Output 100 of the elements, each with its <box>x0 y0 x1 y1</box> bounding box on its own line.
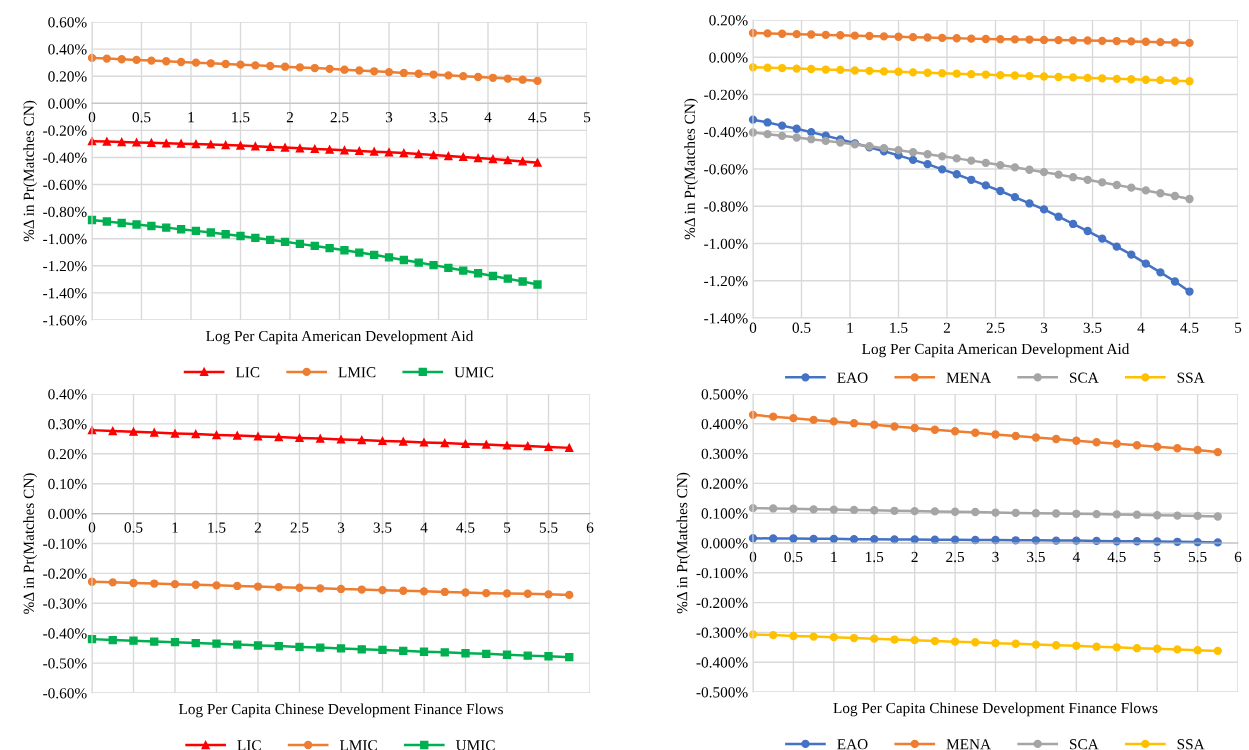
x-tick-label: 3 <box>337 522 345 533</box>
x-tick-label: 6 <box>1234 551 1242 563</box>
y-tick-label: -1.00% <box>704 238 748 250</box>
x-tick-label: 5.5 <box>539 522 558 533</box>
y-tick-label: 0.100% <box>701 508 748 519</box>
y-tick-label: -1.20% <box>43 260 87 272</box>
y-tick-label: 0.20% <box>48 71 87 82</box>
legend-label: LIC <box>237 740 261 750</box>
y-tick-label: -0.300% <box>696 627 748 638</box>
y-tick-label: -0.20% <box>704 89 748 101</box>
x-tick-label: 4.5 <box>1180 322 1199 333</box>
y-tick-label: -0.100% <box>696 567 748 579</box>
x-tick-label: 0.5 <box>124 522 143 533</box>
y-tick-label: -0.40% <box>43 152 87 163</box>
x-axis-title: Log Per Capita American Development Aid <box>206 330 474 345</box>
y-tick-label: 0.00% <box>48 98 87 109</box>
x-tick-label: 3 <box>992 551 999 563</box>
x-tick-label: 0 <box>749 322 757 333</box>
x-tick-label: 4 <box>1072 551 1080 562</box>
x-tick-label: 1 <box>188 112 194 123</box>
y-tick-label: -0.60% <box>704 164 748 175</box>
y-tick-label: -0.30% <box>43 598 87 609</box>
x-tick-label: 6 <box>586 522 594 533</box>
x-tick-label: 0 <box>88 112 96 123</box>
legend-label: MENA <box>946 372 991 383</box>
y-tick-label: 0.00% <box>709 52 748 63</box>
y-tick-label: 0.10% <box>48 478 87 490</box>
y-tick-label: 0.300% <box>701 448 748 460</box>
x-tick-label: 3.5 <box>429 112 448 123</box>
x-tick-label: 0.5 <box>784 551 803 563</box>
x-tick-label: 3 <box>385 112 393 123</box>
y-tick-label: 0.00% <box>48 508 87 520</box>
y-tick-label: -1.60% <box>43 315 87 326</box>
y-tick-label: -0.20% <box>43 568 87 579</box>
x-tick-label: 1.5 <box>890 322 908 333</box>
x-tick-label: 0.5 <box>792 322 811 333</box>
y-tick-label: 0.400% <box>701 418 748 430</box>
y-tick-label: -1.40% <box>43 288 87 299</box>
y-tick-label: -1.40% <box>704 313 748 324</box>
x-axis-title: Log Per Capita American Development Aid <box>862 343 1130 358</box>
x-tick-label: 4.5 <box>1107 551 1126 563</box>
x-tick-label: 5 <box>1154 551 1161 563</box>
y-tick-label: -0.60% <box>43 688 87 699</box>
y-tick-label: 0.40% <box>48 389 87 400</box>
y-tick-label: -0.80% <box>704 201 748 212</box>
x-tick-label: 2 <box>943 322 950 333</box>
y-tick-label: -0.40% <box>43 628 87 639</box>
x-tick-label: 2 <box>286 112 293 123</box>
x-tick-label: 0 <box>88 522 96 533</box>
x-tick-label: 1 <box>847 322 853 333</box>
x-tick-label: 1 <box>831 551 837 562</box>
legend-label: SSA <box>1177 372 1205 383</box>
legend-label: EAO <box>837 372 868 383</box>
x-tick-label: 2 <box>254 522 261 533</box>
y-tick-label: 0.30% <box>48 419 87 430</box>
legend-label: UMIC <box>455 740 495 750</box>
x-tick-label: 1.5 <box>866 551 884 563</box>
legend-label: LMIC <box>338 367 376 378</box>
legend-label: SSA <box>1177 739 1205 750</box>
x-tick-label: 4 <box>1137 322 1145 333</box>
y-tick-label: -0.400% <box>696 657 748 668</box>
y-tick-label: 0.20% <box>48 448 87 460</box>
y-axis-title: %Δ in Pr(Matches CN) <box>684 98 699 240</box>
x-tick-label: 3.5 <box>1083 322 1102 333</box>
x-tick-label: 3.5 <box>1027 551 1045 563</box>
x-tick-label: 3.5 <box>373 522 392 533</box>
y-tick-label: -1.20% <box>704 275 748 287</box>
legend-label: MENA <box>946 739 991 750</box>
x-axis-title: Log Per Capita Chinese Development Finance Flows <box>833 702 1158 717</box>
x-tick-label: 3 <box>1040 322 1048 333</box>
y-tick-label: -0.500% <box>696 687 748 698</box>
x-tick-label: 5 <box>584 112 591 123</box>
y-tick-label: -0.20% <box>43 125 87 136</box>
x-tick-label: 1.5 <box>232 112 250 123</box>
x-tick-label: 0 <box>749 551 757 563</box>
x-tick-label: 1 <box>172 522 178 533</box>
legend-label: LMIC <box>339 740 377 750</box>
y-tick-label: 0.20% <box>709 15 748 26</box>
x-tick-label: 5 <box>1235 322 1242 333</box>
x-tick-label: 2.5 <box>986 322 1005 333</box>
y-tick-label: -0.200% <box>696 597 748 609</box>
x-tick-label: 1.5 <box>208 522 226 533</box>
x-tick-label: 4 <box>484 112 492 123</box>
y-tick-label: -0.60% <box>43 179 87 191</box>
x-tick-label: 5.5 <box>1188 551 1207 563</box>
legend-label: LIC <box>235 367 260 378</box>
y-tick-label: 0.40% <box>48 44 87 55</box>
x-tick-label: 0.5 <box>132 112 151 123</box>
x-tick-label: 5 <box>504 522 511 533</box>
x-tick-label: 2.5 <box>290 522 309 533</box>
x-axis-title: Log Per Capita Chinese Development Finance Flows <box>178 703 503 718</box>
y-tick-label: -0.40% <box>704 126 748 138</box>
y-tick-label: 0.000% <box>701 538 748 549</box>
x-tick-label: 4.5 <box>528 112 547 123</box>
y-axis-title: %Δ in Pr(Matches CN) <box>23 100 38 242</box>
y-tick-label: -0.10% <box>43 538 87 550</box>
x-tick-label: 2 <box>911 551 918 562</box>
y-tick-label: -0.50% <box>43 658 87 669</box>
x-tick-label: 2.5 <box>946 551 965 563</box>
legend-label: SCA <box>1070 739 1099 750</box>
